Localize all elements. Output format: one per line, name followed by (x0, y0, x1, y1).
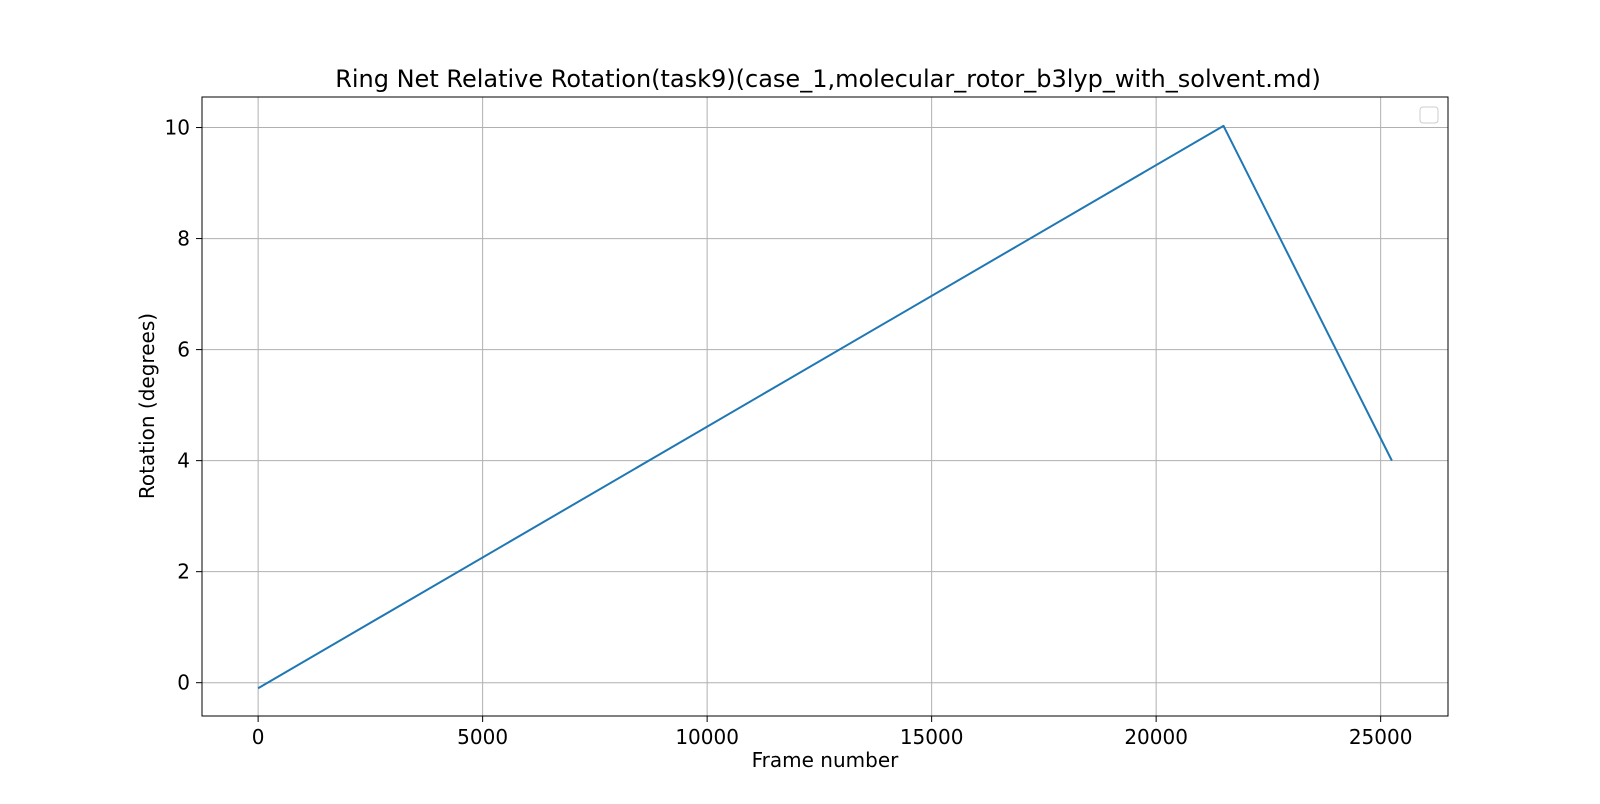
x-axis-label: Frame number (752, 748, 900, 772)
y-tick-label: 2 (177, 560, 190, 584)
x-tick-label: 5000 (457, 725, 508, 749)
x-tick-label: 0 (252, 725, 265, 749)
x-tick-label: 20000 (1124, 725, 1188, 749)
series-layer (257, 124, 1393, 690)
plot-frame (201, 96, 1449, 717)
x-tick-label: 15000 (900, 725, 964, 749)
y-tick-label: 4 (177, 449, 190, 473)
series-line (257, 124, 1393, 690)
y-tick-label: 8 (177, 227, 190, 251)
tick-layer: 0 5000 10000 15000 20000 25000 0 2 4 6 8 10 (165, 116, 1413, 749)
x-tick-label: 25000 (1349, 725, 1413, 749)
y-tick-label: 0 (177, 671, 190, 695)
legend-box (1419, 106, 1439, 124)
y-axis-label: Rotation (degrees) (135, 313, 159, 499)
x-tick-label: 10000 (675, 725, 739, 749)
grid-lines (202, 97, 1448, 716)
y-tick-label: 6 (177, 338, 190, 362)
chart-title: Ring Net Relative Rotation(task9)(case_1… (335, 65, 1321, 93)
y-tick-label: 10 (165, 116, 190, 140)
